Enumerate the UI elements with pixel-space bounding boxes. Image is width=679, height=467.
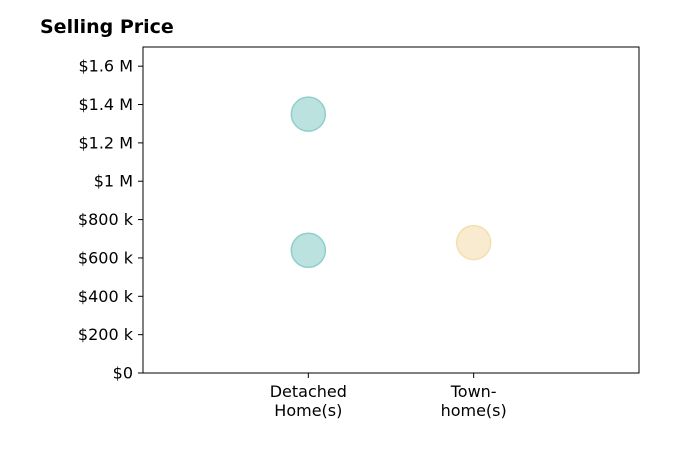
data-point (290, 96, 327, 132)
y-tick-label: $200 k (78, 325, 134, 344)
y-tick-label: $800 k (78, 210, 134, 229)
x-tick-label-line: Town- (450, 382, 497, 401)
plot-frame (142, 46, 640, 374)
data-point (455, 224, 492, 261)
y-tick-label: $1.4 M (78, 95, 133, 114)
points-layer (290, 96, 492, 269)
x-tick-label: Town-home(s) (441, 382, 507, 420)
y-tick-label: $400 k (78, 287, 134, 306)
y-tick-label: $0 (113, 364, 133, 383)
chart-title: Selling Price (40, 16, 174, 38)
data-point (290, 232, 327, 269)
axes-layer: $0 $200 k $400 k $600 k $800 k $1 M $1.2 M $1.4… (78, 46, 640, 420)
x-tick-label-line: Detached (270, 382, 347, 401)
x-tick-label-line: Home(s) (274, 401, 342, 420)
y-tick-label: $1.6 M (78, 57, 133, 76)
y-tick-label: $1 M (94, 172, 133, 191)
x-tick-label: Detached Home(s) (270, 382, 347, 420)
x-tick-label-line: home(s) (441, 401, 507, 420)
y-tick-label: $600 k (78, 248, 134, 267)
y-tick-label: $1.2 M (78, 133, 133, 152)
